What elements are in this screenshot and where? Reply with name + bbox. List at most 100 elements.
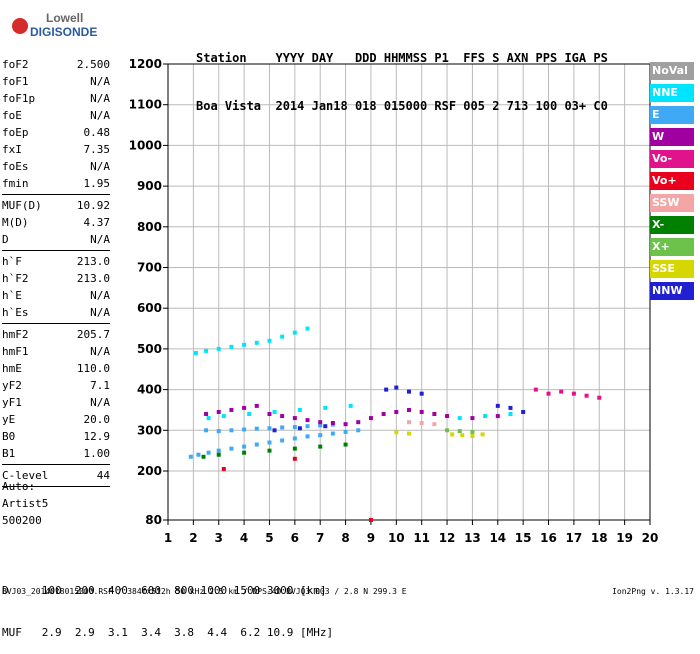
legend-item: Vo+ xyxy=(650,172,694,190)
divider xyxy=(2,323,110,324)
data-point-w xyxy=(330,420,335,425)
param-value: 1.00 xyxy=(83,447,111,460)
legend-item: X- xyxy=(650,216,694,234)
param-value: N/A xyxy=(90,289,110,302)
x-tick-label: 11 xyxy=(413,531,430,545)
param-name: D xyxy=(2,233,9,246)
data-point-nne xyxy=(221,414,226,419)
data-point-sse xyxy=(450,432,455,437)
data-point-nnw xyxy=(323,424,328,429)
x-tick-label: 14 xyxy=(489,531,506,545)
data-point-w xyxy=(242,405,247,410)
param-name: yE xyxy=(2,413,16,426)
param-name: foF2 xyxy=(2,58,29,71)
data-point-nne xyxy=(247,412,252,417)
param-name: foEp xyxy=(2,126,29,139)
legend-item: SSW xyxy=(650,194,694,212)
param-value: N/A xyxy=(90,306,110,319)
param-row: foEp 0.48 xyxy=(2,124,110,141)
data-point-e xyxy=(305,434,310,439)
data-point-w xyxy=(229,407,234,412)
param-row: h`F2 213.0 xyxy=(2,270,110,287)
param-row: D N/A xyxy=(2,231,110,248)
param-row: B1 1.00 xyxy=(2,445,110,462)
y-tick-label: 1100 xyxy=(129,98,162,112)
param-name: fxI xyxy=(2,143,22,156)
param-row-clevel: C-level 44 xyxy=(2,467,110,484)
legend-item: X+ xyxy=(650,238,694,256)
y-tick-label: 500 xyxy=(137,342,162,356)
x-tick-label: 19 xyxy=(616,531,633,545)
param-value: 205.7 xyxy=(76,328,110,341)
divider xyxy=(2,486,110,487)
param-row: foEs N/A xyxy=(2,158,110,175)
data-point-sse xyxy=(470,433,475,438)
data-point-x- xyxy=(318,444,323,449)
muf-row: MUF 2.9 2.9 3.1 3.4 3.8 4.4 6.2 10.9 [MH… xyxy=(2,626,334,639)
data-point-e xyxy=(292,425,297,430)
param-value: N/A xyxy=(90,75,110,88)
data-point-e xyxy=(229,446,234,451)
legend-item: NoVal xyxy=(650,62,694,80)
data-point-nnw xyxy=(419,391,424,396)
param-name: h`Es xyxy=(2,306,29,319)
data-point-e xyxy=(267,426,272,431)
data-point-x- xyxy=(267,448,272,453)
data-point-nnw xyxy=(508,405,513,410)
data-point-w xyxy=(280,414,285,419)
data-point-x- xyxy=(216,452,221,457)
x-tick-label: 3 xyxy=(215,531,223,545)
legend-item: NNW xyxy=(650,282,694,300)
param-value: N/A xyxy=(90,92,110,105)
data-point-w xyxy=(368,416,373,421)
param-row: B0 12.9 xyxy=(2,428,110,445)
data-point-nne xyxy=(305,326,310,331)
legend-item: SSE xyxy=(650,260,694,278)
y-tick-label: 900 xyxy=(137,179,162,193)
data-point-w xyxy=(407,407,411,412)
data-point-nne xyxy=(206,416,211,421)
y-tick-label: 300 xyxy=(137,423,162,437)
data-point-sse xyxy=(460,433,465,438)
x-tick-label: 5 xyxy=(265,531,273,545)
header-labels: Station YYYY DAY DDD HHMMSS P1 FFS S AXN… xyxy=(196,51,608,65)
x-tick-label: 16 xyxy=(540,531,557,545)
param-group-virtual-heights: h`F 213.0 h`F2 213.0 h`E N/A h`Es N/A xyxy=(2,253,110,321)
data-point-vo- xyxy=(584,393,589,398)
data-point-w xyxy=(432,412,437,417)
data-point-vo- xyxy=(571,391,576,396)
auto-label: Auto: xyxy=(2,480,36,493)
direction-legend: NoVal NNE E W Vo- Vo+ SSW X- X+ SSE NNW xyxy=(650,62,694,304)
param-row: yE 20.0 xyxy=(2,411,110,428)
data-point-w xyxy=(343,422,348,427)
x-tick-label: 20 xyxy=(642,531,659,545)
data-point-e xyxy=(305,424,310,429)
data-point-ssw xyxy=(407,420,411,425)
data-point-e xyxy=(343,429,348,434)
param-group-profile: hmF2 205.7 hmF1 N/A hmE 110.0 yF2 7.1 yF1 N/A yE 20… xyxy=(2,326,110,462)
data-point-vo- xyxy=(559,389,564,394)
data-point-vo- xyxy=(597,395,602,400)
param-name: hmF2 xyxy=(2,328,29,341)
data-point-nne xyxy=(280,334,285,339)
param-row: foF1 N/A xyxy=(2,73,110,90)
auto-artist: Artist5 xyxy=(2,497,49,510)
header-values: Boa Vista 2014 Jan18 018 015000 RSF 005 … xyxy=(196,99,608,113)
param-row: h`F 213.0 xyxy=(2,253,110,270)
param-value: 10.92 xyxy=(76,199,110,212)
data-point-w xyxy=(292,416,297,421)
y-tick-label: 1200 xyxy=(129,57,162,71)
data-point-sse xyxy=(480,432,485,437)
data-point-e xyxy=(280,425,285,430)
param-value: N/A xyxy=(90,109,110,122)
data-point-e xyxy=(242,444,247,449)
param-group-critical-frequencies: foF2 2.500 foF1 N/A foF1p N/A foE N/A foEp 0.48 fx… xyxy=(2,56,110,192)
x-tick-label: 18 xyxy=(591,531,608,545)
x-tick-label: 2 xyxy=(189,531,197,545)
param-name: B1 xyxy=(2,447,16,460)
logo-lowell: Lowell xyxy=(46,11,83,25)
digisonde-logo: Lowell DIGISONDE xyxy=(8,4,108,44)
data-point-nne xyxy=(242,342,247,347)
data-point-x- xyxy=(470,429,475,434)
data-point-ssw xyxy=(419,420,424,425)
